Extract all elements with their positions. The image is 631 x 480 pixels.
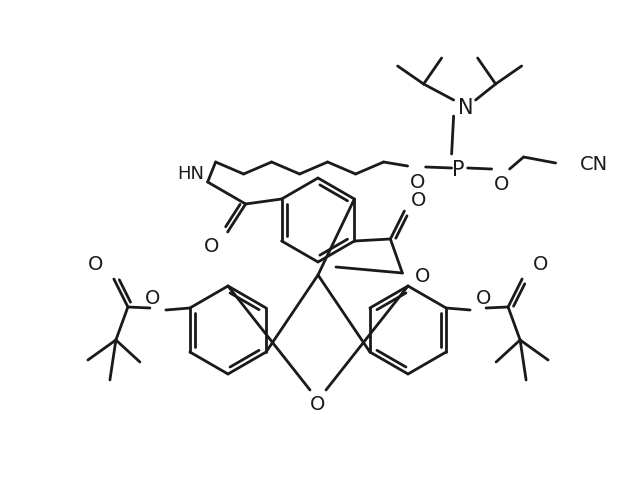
Text: HN: HN bbox=[177, 165, 204, 183]
Text: N: N bbox=[458, 98, 473, 118]
Text: O: O bbox=[533, 255, 548, 275]
Text: CN: CN bbox=[580, 156, 608, 175]
Text: O: O bbox=[475, 288, 491, 308]
Text: O: O bbox=[310, 396, 326, 415]
Text: P: P bbox=[452, 160, 465, 180]
Text: O: O bbox=[410, 172, 425, 192]
Text: O: O bbox=[411, 192, 426, 211]
Text: O: O bbox=[204, 238, 220, 256]
Text: O: O bbox=[415, 267, 430, 287]
Text: O: O bbox=[145, 288, 160, 308]
Text: O: O bbox=[494, 176, 509, 194]
Text: O: O bbox=[88, 255, 103, 275]
